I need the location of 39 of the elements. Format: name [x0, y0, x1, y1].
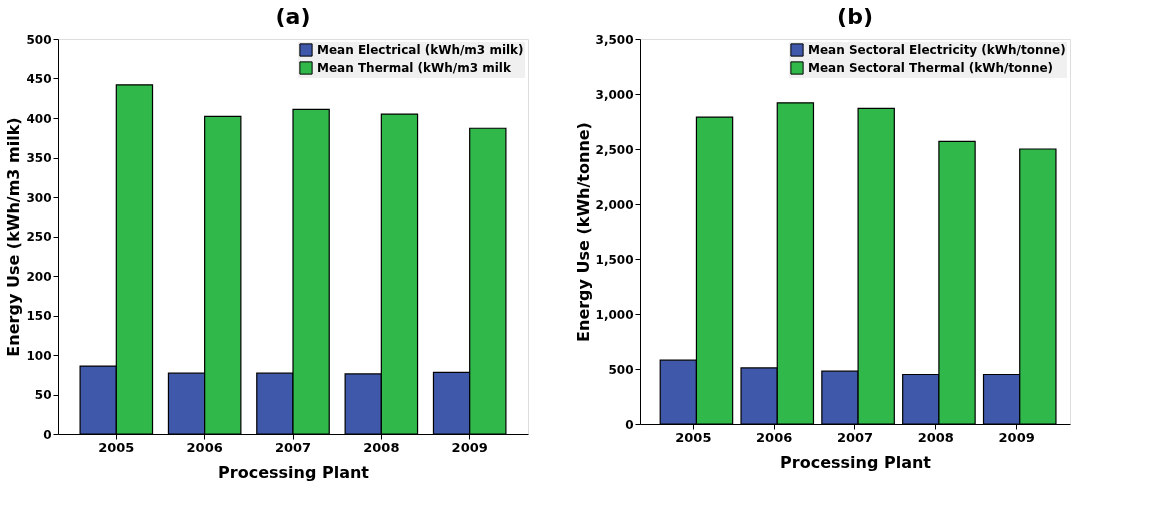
x-tick-label: 2006 [186, 439, 223, 455]
y-tick-label: 1,000 [595, 307, 634, 322]
y-tick-label: 3,500 [595, 32, 634, 47]
x-tick-label: 2007 [836, 429, 874, 445]
y-tick-label: 500 [608, 362, 634, 377]
y-tick-label: 450 [26, 72, 52, 86]
x-axis-title: Processing Plant [218, 462, 370, 482]
chart-title: (b) [837, 4, 873, 29]
y-tick-label: 200 [26, 269, 52, 284]
y-tick-label: 100 [26, 348, 52, 363]
y-tick-label: 300 [26, 190, 52, 205]
y-axis-title: Energy Use (kWh/m3 milk) [4, 117, 24, 357]
legend-label: Mean Sectoral Thermal (kWh/tonne) [808, 61, 1054, 75]
y-tick-label: 150 [26, 309, 52, 323]
y-tick-label: 50 [34, 388, 52, 402]
legend-label: Mean Thermal (kWh/m3 milk [317, 61, 512, 75]
y-tick-label: 500 [26, 32, 52, 47]
x-tick-label: 2005 [98, 439, 135, 455]
y-tick-label: 0 [43, 427, 52, 442]
x-tick-label: 2006 [756, 429, 793, 445]
legend-label: Mean Sectoral Electricity (kWh/tonne) [808, 43, 1066, 57]
y-axis-title: Energy Use (kWh/tonne) [573, 122, 593, 342]
y-tick-label: 2,500 [595, 142, 634, 157]
x-tick-label: 2007 [274, 439, 312, 455]
y-tick-label: 400 [26, 111, 52, 126]
x-tick-label: 2008 [363, 439, 400, 455]
y-tick-label: 350 [26, 151, 52, 165]
chart-title: (a) [275, 4, 311, 29]
y-tick-label: 3,000 [595, 87, 634, 102]
legend-label: Mean Electrical (kWh/m3 milk) [317, 43, 524, 57]
y-tick-label: 1,500 [595, 252, 634, 267]
y-tick-label: 0 [625, 417, 634, 432]
x-axis-title: Processing Plant [780, 452, 932, 472]
x-tick-label: 2009 [451, 439, 488, 455]
y-tick-label: 250 [26, 230, 52, 244]
x-tick-label: 2009 [998, 429, 1035, 445]
x-tick-label: 2005 [675, 429, 712, 445]
x-tick-label: 2008 [917, 429, 954, 445]
y-tick-label: 2,000 [595, 197, 634, 212]
